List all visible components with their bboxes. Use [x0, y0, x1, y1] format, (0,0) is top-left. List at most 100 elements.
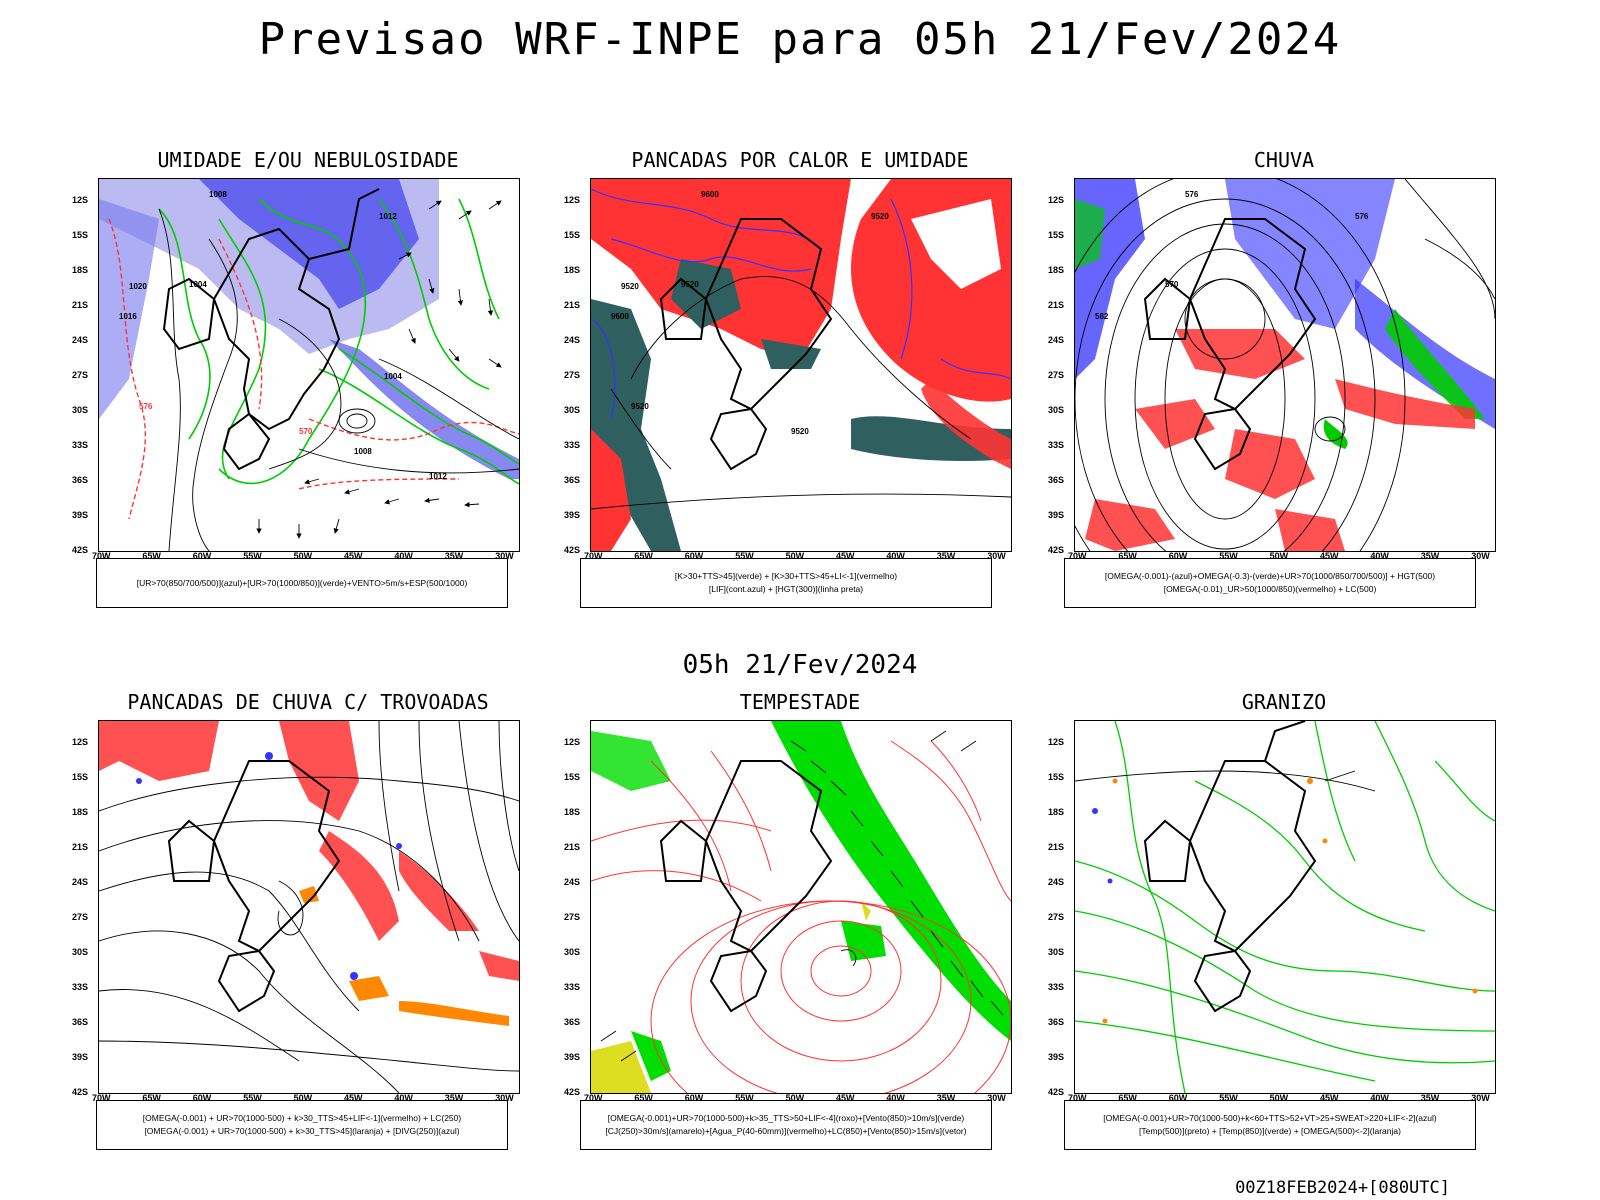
lat-tick-label: 18S	[1048, 807, 1065, 818]
lat-tick-label: 39S	[72, 510, 89, 521]
lon-tick-label: 65W	[634, 1093, 653, 1103]
lon-tick-label: 35W	[936, 551, 956, 561]
map-chuva: 576 570 576 582	[1074, 178, 1496, 552]
contour-label: 1016	[119, 312, 137, 321]
lon-tick-label: 60W	[1168, 1093, 1188, 1103]
lat-tick-label: 27S	[564, 370, 581, 381]
legend-umidade: [UR>70(850/700/500)](azul)+[UR>70(1000/8…	[96, 558, 508, 608]
panel-pancadas-calor: PANCADAS POR CALOR E UMIDADE	[564, 148, 1020, 618]
legend-line: [OMEGA(-0.001) + UR>70(1000-500) + k>30_…	[142, 1113, 462, 1123]
contour-label: 1020	[129, 282, 147, 291]
legend-line: [UR>70(850/700/500)](azul)+[UR>70(1000/8…	[136, 577, 468, 588]
legend-line: [OMEGA(-0.01)_UR>50(1000/850)(vermelho) …	[1163, 584, 1377, 594]
contour-label: 576	[1185, 190, 1199, 199]
lon-tick-label: 30W	[1471, 1093, 1490, 1103]
map-granizo	[1074, 720, 1496, 1094]
lat-tick-label: 12S	[564, 195, 581, 206]
panel-umidade: UMIDADE E/OU NEBULOSIDADE	[72, 148, 528, 618]
mid-title: 05h 21/Fev/2024	[682, 650, 918, 680]
lat-tick-label: 30S	[564, 947, 581, 958]
lat-tick-label: 36S	[72, 475, 89, 486]
lon-tick-label: 30W	[987, 551, 1006, 561]
lon-tick-label: 65W	[634, 551, 653, 561]
lat-tick-label: 39S	[1048, 510, 1065, 521]
lat-tick-label: 27S	[72, 912, 89, 923]
lon-tick-label: 45W	[836, 1093, 855, 1103]
contour-label: 576	[1355, 212, 1369, 221]
lat-tick-label: 33S	[1048, 982, 1065, 993]
contour-label: 1004	[384, 372, 402, 381]
lon-tick-label: 35W	[936, 1093, 956, 1103]
lon-tick-label: 55W	[243, 1093, 262, 1103]
lat-tick-label: 18S	[72, 265, 89, 276]
contour-label: 1012	[429, 472, 447, 481]
lon-tick-label: 30W	[495, 551, 514, 561]
lat-tick-label: 39S	[564, 1052, 581, 1063]
legend-pancadas-calor: [K>30+TTS>45](verde) + [K>30+TTS>45+LI<-…	[580, 558, 992, 608]
lat-tick-label: 21S	[72, 300, 89, 311]
lat-tick-label: 24S	[1048, 877, 1065, 888]
lat-tick-label: 24S	[564, 877, 581, 888]
panel-pancadas-trovoadas: PANCADAS DE CHUVA C/ TROVOADAS	[72, 690, 528, 1160]
lon-tick-label: 40W	[394, 1093, 413, 1103]
lat-tick-label: 39S	[1048, 1052, 1065, 1063]
contour-label: 1012	[379, 212, 397, 221]
main-title: Previsao WRF-INPE para 05h 21/Fev/2024	[258, 14, 1342, 65]
lat-tick-label: 42S	[1048, 1087, 1065, 1097]
lon-tick-label: 55W	[1219, 551, 1238, 561]
lon-tick-label: 40W	[886, 551, 905, 561]
lat-tick-label: 18S	[564, 807, 581, 818]
lat-tick-label: 27S	[564, 912, 581, 923]
lat-tick-label: 15S	[564, 772, 581, 783]
lon-tick-label: 65W	[1118, 551, 1137, 561]
lat-tick-label: 24S	[72, 877, 89, 888]
lat-tick-label: 24S	[564, 335, 581, 346]
map-pancadas-calor: 9600 9520 9520 9600 9520 9520 9520	[590, 178, 1012, 552]
legend-tempestade: [OMEGA(-0.001)+UR>70(1000-500)+k>35_TTS>…	[580, 1100, 992, 1150]
lat-tick-label: 36S	[72, 1017, 89, 1028]
panel-title: PANCADAS DE CHUVA C/ TROVOADAS	[127, 690, 489, 714]
contour-label: 9520	[871, 212, 889, 221]
lat-tick-label: 42S	[72, 545, 89, 555]
map-umidade: 1008 1004 1012 1016 1020 576 570 1004 1008 1012	[98, 178, 520, 552]
lon-tick-label: 50W	[785, 1093, 805, 1103]
panel-title: GRANIZO	[1241, 690, 1327, 714]
lat-tick-label: 21S	[564, 300, 581, 311]
contour-label: 570	[299, 427, 313, 436]
lat-tick-label: 42S	[72, 1087, 89, 1097]
lat-tick-label: 33S	[72, 440, 89, 451]
lon-tick-label: 70W	[1068, 1093, 1087, 1103]
contour-label: 9600	[701, 190, 719, 199]
lat-tick-label: 18S	[564, 265, 581, 276]
lat-tick-label: 36S	[564, 475, 581, 486]
lat-tick-label: 12S	[72, 195, 89, 206]
lon-tick-label: 45W	[344, 1093, 363, 1103]
lat-tick-label: 24S	[72, 335, 89, 346]
contour-label: 9520	[681, 280, 699, 289]
lon-tick-label: 60W	[192, 1093, 212, 1103]
panel-granizo: GRANIZO	[1048, 690, 1504, 1160]
lon-tick-label: 65W	[142, 551, 161, 561]
lat-tick-label: 27S	[72, 370, 89, 381]
lat-tick-label: 30S	[72, 947, 89, 958]
contour-label: 1004	[189, 280, 207, 289]
lon-tick-label: 55W	[243, 551, 262, 561]
lon-tick-label: 45W	[836, 551, 855, 561]
lat-tick-label: 33S	[1048, 440, 1065, 451]
lat-tick-label: 36S	[564, 1017, 581, 1028]
contour-label: 1008	[354, 447, 372, 456]
lon-tick-label: 65W	[142, 1093, 161, 1103]
lat-tick-label: 21S	[564, 842, 581, 853]
map-pancadas-trovoadas	[98, 720, 520, 1094]
contour-label: 576	[139, 402, 153, 411]
contour-label: 9520	[791, 427, 809, 436]
lon-tick-label: 35W	[1420, 1093, 1440, 1103]
lon-tick-label: 40W	[1370, 1093, 1389, 1103]
lon-tick-label: 30W	[987, 1093, 1006, 1103]
lat-tick-label: 36S	[1048, 475, 1065, 486]
lon-tick-label: 55W	[1219, 1093, 1238, 1103]
lat-tick-label: 42S	[564, 1087, 581, 1097]
lat-tick-label: 30S	[564, 405, 581, 416]
lat-tick-label: 27S	[1048, 370, 1065, 381]
lon-tick-label: 70W	[584, 551, 603, 561]
